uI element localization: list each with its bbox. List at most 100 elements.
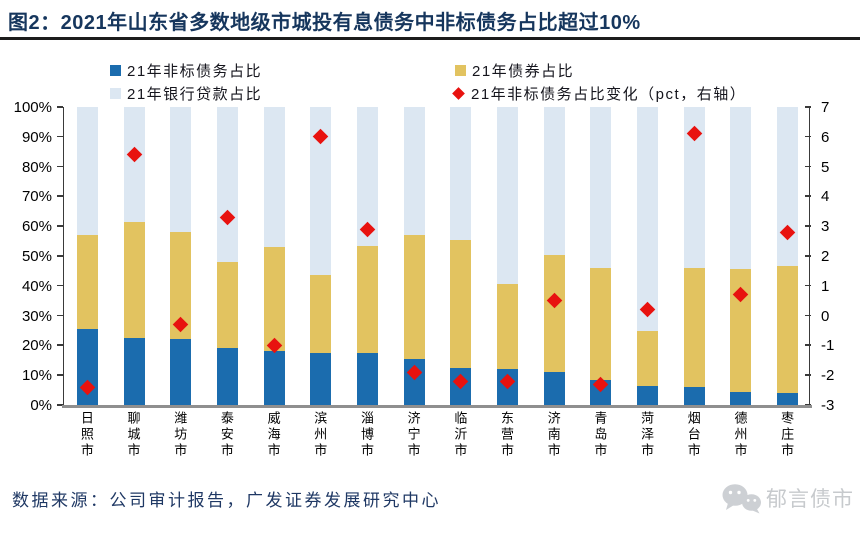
legend-label: 21年债券占比 [472,63,575,80]
bar-segment-bond [590,267,612,380]
bar-segment-bond [683,267,705,388]
x-axis-category-label: 聊城市 [110,411,157,459]
right-axis-tick-label: 3 [821,218,830,236]
left-axis-tick [56,284,63,287]
bar-segment-bond [450,239,472,368]
x-axis-category-label: 烟台市 [670,411,717,459]
bar-segment-bank-loan [683,107,705,268]
legend-swatch-gold-icon [455,65,466,76]
left-axis-tick [56,195,63,197]
bar-segment-nonstandard [637,385,659,405]
left-axis-tick [56,344,63,346]
city-name: 烟台市 [685,411,701,459]
legend-label: 21年银行贷款占比 [127,86,263,103]
x-axis-category-label: 威海市 [250,411,297,459]
city-name: 泰安市 [218,411,234,459]
left-axis-tick [56,165,63,168]
right-axis-tick [805,165,811,168]
left-axis-tick [56,135,63,138]
x-axis-category-label: 青岛市 [577,411,624,459]
city-name: 菏泽市 [639,411,655,459]
city-name: 潍坊市 [172,411,188,459]
city-name: 日照市 [78,411,94,459]
right-axis-tick-label: 5 [821,158,830,176]
bar-segment-nonstandard [170,339,192,405]
left-axis-tick-label: 10% [21,367,52,385]
bar-segment-nonstandard [356,353,378,405]
bar-segment-bond [543,254,565,373]
bar-segment-bond [637,330,659,386]
bar-segment-bank-loan [450,107,472,240]
plot-area: 0% 10% 20% 30% 40% 50% 60% 70% 80% 90% 100% 7 6 5 4 3 2 1… [14,100,835,413]
bar-segment-bond [310,275,332,353]
bar-segment-bond [263,247,285,352]
city-name: 枣庄市 [779,411,795,459]
bar-segment-nonstandard [123,337,145,405]
x-axis-category-label: 淄博市 [343,411,390,459]
right-axis-tick-label: 2 [821,248,830,265]
data-source: 数据来源：公司审计报告，广发证券发展研究中心 [12,491,441,510]
bar-segment-nonstandard [543,372,565,405]
right-axis-tick-label: -1 [821,337,835,355]
bar-segment-bank-loan [356,107,378,246]
left-axis-tick-label: 70% [21,188,52,206]
left-axis-tick-label: 0% [30,397,52,414]
left-axis-tick-label: 90% [21,128,52,146]
bar-segment-bond [403,235,425,360]
legend-swatch-dark-blue-icon [110,65,121,76]
left-axis-tick [56,314,63,317]
bar-segment-nonstandard [683,387,705,405]
x-axis-category-label: 日照市 [63,411,110,459]
watermark-text: 郁言债市 [766,488,854,511]
right-axis-tick [805,314,811,317]
bar-segment-bank-loan [637,107,659,331]
bar-segment-bank-loan [497,107,519,285]
bar-segment-bond [497,284,519,370]
right-axis-tick-label: 6 [821,128,830,146]
bar-segment-nonstandard [216,348,238,405]
x-axis-line [62,405,812,408]
left-axis-tick [56,225,63,227]
bar-segment-nonstandard [730,391,752,405]
left-axis-tick-label: 30% [21,307,52,325]
left-axis-tick-label: 100% [13,99,52,116]
right-axis-tick-label: 7 [821,99,830,116]
legend-label: 21年非标债务占比 [127,63,263,80]
right-axis-tick [805,404,811,406]
bar-segment-bond [216,261,238,349]
left-axis-tick-label: 40% [21,277,52,295]
bar-segment-bank-loan [263,107,285,248]
bar-segment-bond [730,269,752,392]
wechat-icon [722,484,761,514]
x-axis-labels: 日照市 聊城市 潍坊市 泰安市 威海市 滨州市 淄博市 济宁市 临沂市 东营市 济南市 青岛市 菏泽市 烟… [63,411,810,481]
bar-segment-nonstandard [263,351,285,405]
bar-segment-bank-loan [310,107,332,276]
right-axis-tick [805,344,811,346]
bar-segment-bank-loan [216,107,238,262]
left-axis-tick-label: 80% [21,158,52,176]
right-axis-tick [805,225,811,227]
right-axis-tick-label: 1 [821,277,830,295]
right-axis-tick [805,255,811,257]
legend-item-nonstandard-change: 21年非标债务占比变化（pct，右轴） [452,83,746,104]
left-axis-tick-label: 20% [21,337,52,355]
right-axis-tick-label: -3 [821,397,835,414]
right-axis-tick [805,106,811,108]
x-axis-category-label: 德州市 [717,411,764,459]
legend-label: 21年非标债务占比变化（pct，右轴） [471,86,747,103]
right-axis-tick-label: 4 [821,188,830,206]
x-axis-category-label: 济宁市 [390,411,437,459]
city-name: 东营市 [499,411,515,459]
bar-segment-bank-loan [590,107,612,268]
figure-title: 图2：2021年山东省多数地级市城投有息债务中非标债务占比超过10% [8,12,641,34]
x-axis-category-label: 济南市 [530,411,577,459]
right-axis-tick [805,284,811,287]
x-axis-category-label: 东营市 [483,411,530,459]
bar-segment-bank-loan [170,107,192,233]
title-divider [0,37,860,40]
city-name: 济宁市 [405,411,421,459]
right-axis-tick [805,195,811,197]
right-axis-tick [805,374,811,376]
bar-segment-bank-loan [123,107,145,222]
